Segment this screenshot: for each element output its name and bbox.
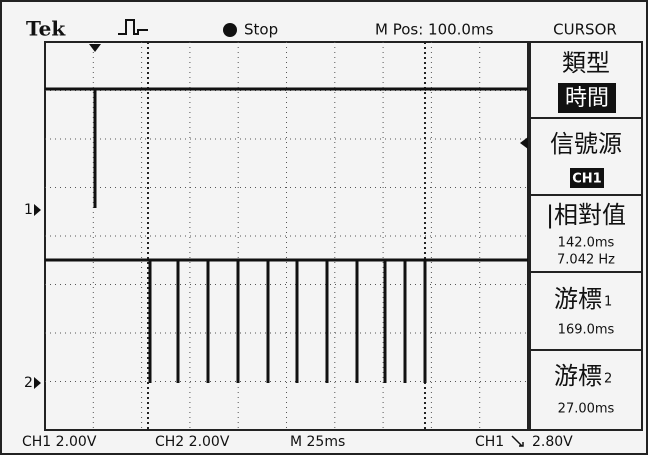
trigger-level: 2.80V (532, 434, 573, 450)
menu-value: 7.042 Hz (557, 253, 615, 268)
menu-label: 類型 (562, 49, 610, 77)
ch2-scale: CH2 2.00V (155, 434, 230, 450)
menu-label: 游標 (554, 285, 602, 313)
run-status: Stop (244, 21, 278, 39)
menu-index: 2 (604, 372, 612, 387)
menu-value: 142.0ms (558, 236, 615, 251)
ch2-marker: 2 (24, 375, 33, 391)
horizontal-position: M Pos: 100.0ms (375, 21, 494, 39)
menu-value: 169.0ms (558, 323, 615, 338)
oscilloscope-screen: Tek Stop M Pos: 100.0ms CURSOR 1 2 類型 時間… (0, 0, 648, 455)
menu-label: 信號源 (550, 130, 622, 158)
stop-dot (223, 23, 237, 37)
trigger-source: CH1 (475, 434, 504, 450)
menu-title: CURSOR (553, 21, 617, 39)
menu-value: 27.00ms (558, 402, 615, 417)
menu-index: 1 (604, 295, 612, 310)
menu-value: CH1 (572, 172, 601, 187)
ch1-scale: CH1 2.00V (22, 434, 97, 450)
timebase: M 25ms (290, 434, 345, 450)
menu-label: 游標 (554, 362, 602, 390)
brand: Tek (26, 17, 66, 41)
menu-label: |相對值 (546, 201, 626, 229)
ch1-marker: 1 (24, 202, 33, 218)
menu-value: 時間 (565, 86, 609, 111)
